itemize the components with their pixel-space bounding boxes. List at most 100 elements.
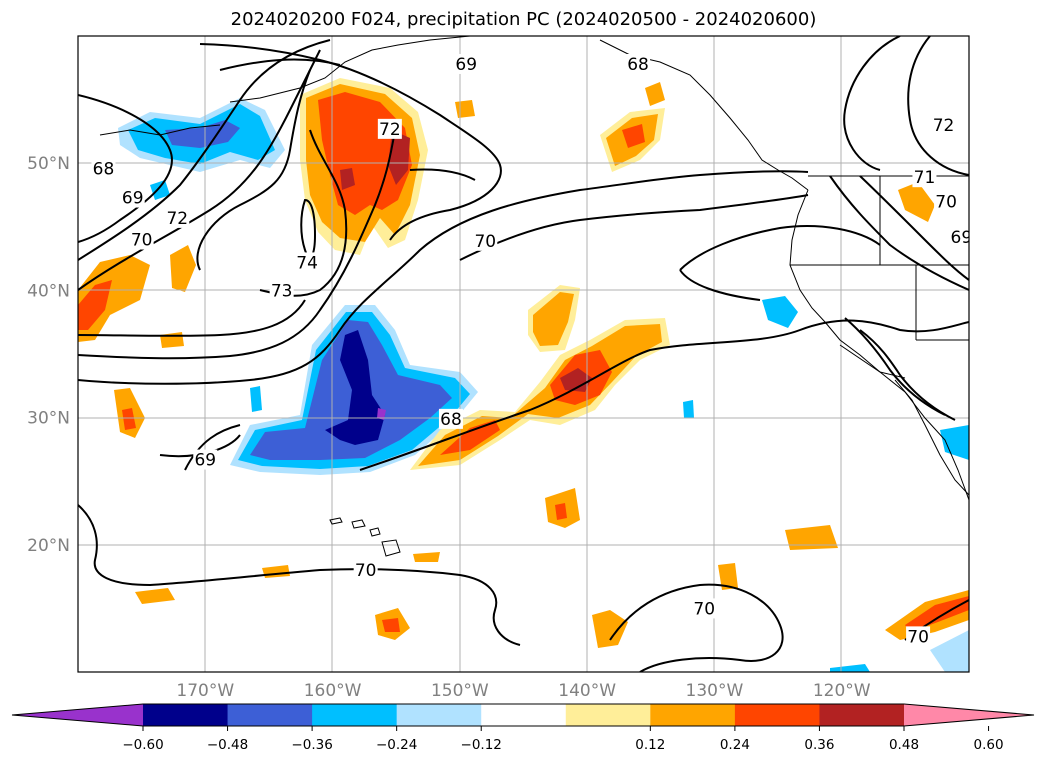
colorbar-segment [734, 704, 820, 726]
contour-label-background [949, 226, 969, 247]
contour-label-background [1021, 338, 1045, 358]
latitude-label: 50°N [27, 154, 70, 174]
colorbar-segment [312, 704, 398, 726]
precip-negative-patch [325, 330, 385, 445]
contour-label: 70 [474, 232, 496, 252]
contour-label-background [438, 408, 463, 429]
contour-label-background [912, 167, 937, 188]
contour-label-background [120, 187, 145, 208]
contour-label-background [993, 310, 1017, 330]
colorbar-segment [143, 704, 229, 726]
contour-label: 72 [379, 120, 401, 140]
precip-negative-patch [930, 630, 969, 672]
colorbar-tick-label: −0.12 [461, 737, 502, 753]
precip-positive-patch [622, 124, 645, 148]
precip-negative-patch [940, 425, 969, 460]
colorbar-extend-high [904, 704, 1034, 726]
contour-label: 70 [131, 231, 153, 251]
precip-positive-patch [262, 565, 290, 578]
colorbar-tick-label: 0.36 [804, 737, 834, 753]
precip-positive-patch [898, 182, 935, 222]
precip-positive-patch [170, 245, 196, 292]
longitude-label: 160°W [304, 681, 362, 701]
precip-negative-patch [250, 386, 262, 412]
contour-label-background [626, 53, 651, 74]
contour-label-background [91, 158, 116, 179]
colorbar-segment [819, 704, 905, 726]
precip-negative-patch [150, 180, 170, 200]
colorbar-tick-label: −0.48 [207, 737, 248, 753]
precip-positive-patch [560, 368, 592, 392]
contour-label: 70 [935, 192, 957, 212]
colorbar-segment [227, 704, 313, 726]
contour-label-background [165, 207, 190, 228]
longitude-label: 140°W [558, 681, 616, 701]
precip-negative-patch [250, 320, 452, 460]
colorbar: −0.60 −0.48 −0.36 −0.24 −0.12 0.12 0.24 0.36 0.4… [11, 703, 1035, 753]
precip-positive-patch [905, 596, 969, 632]
colorbar-segment [650, 704, 736, 726]
colorbar-tick-label: −0.36 [291, 737, 332, 753]
contour-label: 68 [1022, 339, 1044, 359]
contour-label-background [473, 230, 498, 251]
latitude-label: 40°N [27, 281, 70, 301]
contour-label-background [377, 118, 402, 139]
precip-negative-patch [830, 664, 870, 672]
contour-label: 71 [914, 168, 936, 188]
page-title: 2024020200 F024, precipitation PC (20240… [230, 9, 817, 30]
precip-positive-patch [160, 332, 184, 348]
longitude-label: 120°W [813, 681, 871, 701]
precip-negative-patch [377, 408, 386, 420]
precip-negative-patch [683, 400, 694, 418]
longitude-labels: 170°W 160°W 150°W 140°W 130°W 120°W [176, 681, 870, 701]
precip-positive-patch [440, 420, 500, 455]
colorbar-segment [565, 704, 651, 726]
contour-label: 72 [933, 116, 955, 136]
precip-positive-patch [135, 588, 175, 604]
precip-positive-patch [340, 168, 355, 190]
contour-label: 68 [93, 159, 115, 179]
contour-label: 69 [951, 228, 973, 248]
longitude-label: 130°W [686, 681, 744, 701]
precip-positive-patch [382, 618, 400, 632]
precip-positive-patch [413, 552, 440, 562]
contour-label-background [193, 449, 218, 470]
map-frame [77, 35, 970, 673]
latitude-label: 30°N [27, 409, 70, 429]
longitude-label: 170°W [176, 681, 234, 701]
contour-label-background [454, 53, 479, 74]
colorbar-extend-low [12, 704, 143, 726]
precip-positive-patch [785, 525, 838, 550]
colorbar-tick-label: 0.48 [889, 737, 919, 753]
contour-label-background [934, 191, 959, 212]
contour-label: 68 [440, 410, 462, 430]
latitude-labels: 50°N 40°N 30°N 20°N [27, 154, 70, 556]
precip-negative-patch [762, 296, 798, 328]
precip-positive-patch [122, 408, 136, 430]
latitude-label: 20°N [27, 536, 70, 556]
colorbar-tick-label: 0.24 [720, 737, 750, 753]
colorbar-tick-label: 0.12 [635, 737, 665, 753]
precip-positive-patch [592, 610, 628, 648]
contour-label-background [692, 598, 717, 619]
colorbar-segment [396, 704, 482, 726]
precip-fill-layer [78, 78, 969, 672]
contour-label: 69 [122, 189, 144, 209]
gridlines [78, 36, 969, 672]
precip-positive-patch [455, 100, 475, 118]
precip-positive-patch [555, 503, 567, 520]
contour-label: 72 [166, 209, 188, 229]
longitude-label: 150°W [431, 681, 489, 701]
contour-label-background [353, 560, 378, 581]
contour-label: 68 [627, 55, 649, 75]
contour-label: 69 [455, 55, 477, 75]
precip-positive-patch [533, 292, 574, 346]
contour-label-background [129, 229, 154, 250]
contour-label-background [906, 626, 931, 647]
contour-label: 68 [994, 311, 1016, 331]
colorbar-tick-label: −0.24 [376, 737, 417, 753]
contour-label-background [931, 115, 956, 136]
